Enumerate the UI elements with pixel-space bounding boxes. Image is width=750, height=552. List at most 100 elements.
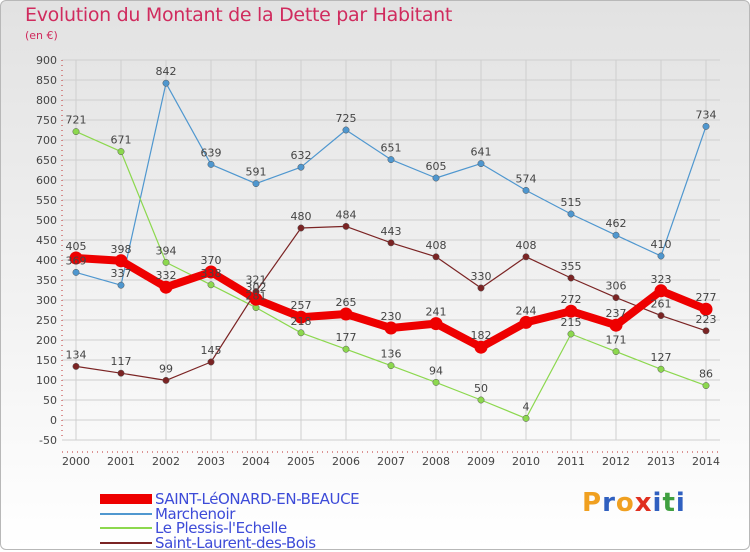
data-point [204, 265, 218, 279]
legend-label: Saint-Laurent-des-Bois [155, 534, 316, 552]
x-tick-label: 2003 [197, 455, 225, 468]
data-point [72, 128, 80, 136]
data-label: 302 [246, 281, 267, 294]
y-tick-label: 850 [36, 74, 57, 87]
data-label: 369 [66, 254, 87, 267]
data-point [69, 251, 83, 265]
data-label: 237 [606, 307, 627, 320]
legend-swatch [100, 513, 152, 515]
data-label: 355 [561, 260, 582, 273]
data-label: 136 [381, 348, 402, 361]
x-tick-label: 2005 [287, 455, 315, 468]
data-point [474, 340, 488, 354]
data-label: 484 [336, 208, 357, 221]
data-label: 394 [156, 244, 177, 257]
data-label: 408 [426, 239, 447, 252]
data-label: 330 [471, 270, 492, 283]
data-point [567, 274, 575, 282]
x-tick-label: 2006 [332, 455, 360, 468]
y-tick-label: 150 [36, 354, 57, 367]
data-label: 405 [66, 240, 87, 253]
data-point [702, 382, 710, 390]
data-point [114, 254, 128, 268]
data-point [612, 294, 620, 302]
data-label: 721 [66, 114, 87, 127]
data-point [162, 258, 170, 266]
data-label: 462 [606, 217, 627, 230]
y-tick-label: 600 [36, 174, 57, 187]
data-point [702, 122, 710, 130]
x-tick-label: 2013 [647, 455, 675, 468]
data-point [297, 329, 305, 337]
data-point [117, 148, 125, 156]
data-label: 241 [426, 306, 447, 319]
x-tick-label: 2008 [422, 455, 450, 468]
data-label: 671 [111, 134, 132, 147]
data-label: 218 [291, 315, 312, 328]
data-label: 408 [516, 239, 537, 252]
data-point [387, 156, 395, 164]
data-point [294, 310, 308, 324]
data-label: 261 [651, 298, 672, 311]
data-point [387, 239, 395, 247]
data-point [519, 315, 533, 329]
x-tick-label: 2000 [62, 455, 90, 468]
data-point [297, 224, 305, 232]
data-point [387, 362, 395, 370]
data-point [72, 268, 80, 276]
data-point [207, 160, 215, 168]
data-label: 641 [471, 146, 492, 159]
data-point [522, 253, 530, 261]
data-point [159, 280, 173, 294]
x-tick-label: 2011 [557, 455, 585, 468]
data-label: 94 [429, 364, 443, 377]
data-label: 574 [516, 172, 537, 185]
data-label: 734 [696, 108, 717, 121]
data-label: 272 [561, 293, 582, 306]
logo-letter: i [652, 488, 663, 518]
data-point [207, 358, 215, 366]
logo-letter: i [675, 488, 686, 518]
y-tick-label: 650 [36, 154, 57, 167]
proxiti-logo: Proxiti [582, 488, 686, 518]
data-label: 244 [516, 304, 537, 317]
data-label: 338 [201, 267, 222, 280]
data-label: 651 [381, 142, 402, 155]
data-point [429, 317, 443, 331]
y-tick-label: 700 [36, 134, 57, 147]
data-point [432, 253, 440, 261]
data-point [339, 307, 353, 321]
data-point [342, 345, 350, 353]
data-label: 257 [291, 299, 312, 312]
data-point [702, 327, 710, 335]
data-label: 134 [66, 348, 87, 361]
y-tick-label: 100 [36, 374, 57, 387]
data-label: 632 [291, 149, 312, 162]
data-point [567, 330, 575, 338]
data-point [297, 163, 305, 171]
y-tick-label: 200 [36, 334, 57, 347]
data-label: 117 [111, 355, 132, 368]
y-tick-label: 500 [36, 214, 57, 227]
data-point [477, 160, 485, 168]
chart-title: Evolution du Montant de la Dette par Hab… [25, 4, 453, 26]
logo-letter: o [615, 488, 635, 518]
data-point [612, 231, 620, 239]
logo-letter: r [602, 488, 616, 518]
data-point [432, 174, 440, 182]
data-point [342, 222, 350, 230]
data-label: 182 [471, 329, 492, 342]
data-label: 99 [159, 362, 173, 375]
data-point [609, 318, 623, 332]
data-point [384, 321, 398, 335]
y-tick-label: 900 [36, 54, 57, 67]
data-label: 127 [651, 351, 672, 364]
data-point [477, 284, 485, 292]
y-tick-label: 250 [36, 314, 57, 327]
data-label: 4 [523, 400, 530, 413]
data-point [654, 284, 668, 298]
data-label: 306 [606, 280, 627, 293]
legend-label: SAINT-LéONARD-EN-BEAUCE [155, 490, 360, 508]
